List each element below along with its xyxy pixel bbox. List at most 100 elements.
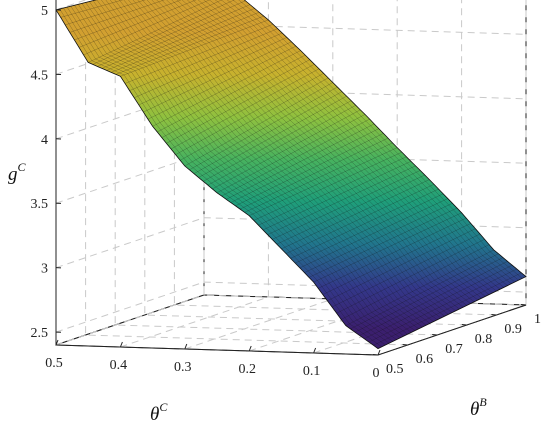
z-axis-label: gC bbox=[8, 160, 27, 185]
mesh-line-thetaC bbox=[74, 0, 182, 41]
mesh-line-thetaC bbox=[295, 193, 444, 264]
mesh-line-thetaC bbox=[350, 253, 499, 330]
x-tick-mark bbox=[184, 343, 188, 350]
mesh-line-thetaC bbox=[193, 91, 343, 174]
mesh-line-thetaC bbox=[258, 156, 407, 226]
mesh-line-thetaC bbox=[157, 54, 306, 133]
mesh-line-thetaC bbox=[304, 203, 453, 273]
y-tick-label: 0.8 bbox=[475, 332, 493, 347]
z-tick-label: 4 bbox=[41, 133, 48, 148]
mesh-line-thetaB bbox=[55, 9, 379, 349]
y-tick-mark bbox=[491, 314, 497, 316]
mesh-line-thetaC bbox=[170, 68, 320, 150]
mesh-line-thetaC bbox=[65, 0, 146, 26]
mesh-line-thetaC bbox=[318, 217, 467, 289]
mesh-line-thetaC bbox=[134, 32, 283, 98]
z-tick-label: 3 bbox=[41, 262, 48, 277]
mesh-line-thetaC bbox=[120, 19, 269, 77]
x-tick-label: 0.2 bbox=[238, 362, 256, 377]
x-tick-mark bbox=[55, 339, 59, 346]
x-tick-label: 0.5 bbox=[45, 356, 63, 371]
mesh-line-thetaC bbox=[161, 59, 310, 138]
x-tick-label: 0.1 bbox=[303, 364, 321, 379]
y-tick-labels: 0.5 0.6 0.7 0.8 0.9 1 bbox=[372, 304, 541, 377]
mesh-line-thetaC bbox=[322, 223, 471, 295]
mesh-line-thetaC bbox=[60, 0, 123, 18]
mesh-line-thetaC bbox=[152, 50, 301, 127]
z-tick-label: 3.5 bbox=[31, 197, 49, 212]
y-tick-mark bbox=[520, 304, 527, 306]
mesh-line-thetaC bbox=[373, 272, 522, 346]
y-tick-label: 0.9 bbox=[504, 322, 522, 337]
mesh-line-thetaC bbox=[147, 45, 297, 120]
y-tick-label: 0.6 bbox=[416, 352, 434, 367]
y-tick-mark bbox=[432, 334, 438, 336]
mesh-line-thetaC bbox=[345, 249, 494, 326]
mesh-line-thetaC bbox=[364, 265, 513, 339]
mesh-line-thetaC bbox=[216, 114, 366, 193]
mesh-line-thetaC bbox=[276, 174, 425, 245]
mesh-line-thetaC bbox=[111, 12, 260, 73]
mesh-line-thetaC bbox=[313, 212, 462, 283]
mesh-line-thetaC bbox=[203, 100, 352, 182]
mesh-line-thetaC bbox=[83, 0, 210, 56]
mesh-line-thetaC bbox=[249, 147, 398, 216]
mesh-line-thetaC bbox=[221, 118, 370, 197]
mesh-line-thetaC bbox=[230, 128, 379, 203]
y-tick-label: 0.5 bbox=[386, 362, 404, 377]
x-tick-mark bbox=[248, 345, 252, 352]
mesh-line-thetaC bbox=[253, 152, 402, 221]
z-tick-label: 5 bbox=[41, 4, 48, 19]
mesh-line-thetaC bbox=[166, 64, 315, 144]
mesh-line-thetaC bbox=[267, 165, 416, 235]
mesh-line-thetaC bbox=[354, 257, 504, 333]
y-tick-mark bbox=[461, 324, 467, 326]
mesh-line-thetaC bbox=[262, 161, 412, 231]
y-axis-label: θB bbox=[470, 395, 487, 420]
mesh-line-thetaC bbox=[290, 188, 439, 259]
mesh-line-thetaC bbox=[207, 105, 356, 186]
x-axis-label: θC bbox=[150, 400, 168, 425]
mesh-line-thetaC bbox=[129, 28, 278, 91]
mesh-line-thetaC bbox=[115, 15, 264, 75]
mesh-line-thetaC bbox=[189, 86, 338, 170]
surface bbox=[55, 0, 527, 350]
mesh-line-thetaC bbox=[239, 137, 389, 210]
mesh-line-thetaC bbox=[331, 233, 481, 308]
x-axis-line bbox=[55, 344, 379, 356]
axes-front-edges bbox=[55, 0, 527, 356]
mesh-line-thetaC bbox=[92, 0, 235, 65]
mesh-line-thetaC bbox=[97, 0, 246, 67]
mesh-line-thetaC bbox=[101, 4, 251, 69]
mesh-line-thetaC bbox=[377, 276, 527, 349]
mesh-line-thetaC bbox=[143, 41, 292, 113]
mesh-line-thetaC bbox=[299, 198, 448, 269]
mesh-line-thetaC bbox=[308, 207, 458, 278]
x-tick-label: 0 bbox=[373, 366, 380, 381]
x-tick-mark bbox=[313, 347, 317, 354]
mesh-line-thetaC bbox=[359, 261, 508, 336]
mesh-line-thetaC bbox=[180, 77, 329, 161]
mesh-line-thetaC bbox=[175, 73, 324, 155]
y-axis-line bbox=[377, 304, 527, 356]
mesh-line-thetaC bbox=[78, 0, 197, 48]
mesh-line-thetaC bbox=[55, 0, 97, 11]
mesh-line-thetaC bbox=[106, 8, 255, 71]
x-tick-label: 0.4 bbox=[110, 358, 128, 373]
y-tick-mark bbox=[372, 354, 379, 356]
x-tick-labels: 0 0.1 0.2 0.3 0.4 0.5 bbox=[45, 339, 381, 381]
x-tick-mark bbox=[377, 349, 381, 356]
mesh-line-thetaC bbox=[184, 82, 333, 167]
y-tick-label: 1 bbox=[534, 312, 541, 327]
x-tick-label: 0.3 bbox=[174, 360, 192, 375]
z-tick-labels: 2.5 3 3.5 4 4.5 5 bbox=[31, 4, 62, 341]
mesh-line-thetaC bbox=[88, 0, 222, 63]
mesh-line-thetaC bbox=[272, 170, 421, 240]
mesh-line-thetaC bbox=[226, 123, 375, 200]
z-tick-label: 2.5 bbox=[31, 326, 49, 341]
mesh-line-thetaC bbox=[198, 95, 347, 178]
x-tick-mark bbox=[119, 341, 123, 348]
mesh-line-thetaC bbox=[235, 133, 384, 207]
mesh-line-thetaC bbox=[124, 24, 274, 84]
